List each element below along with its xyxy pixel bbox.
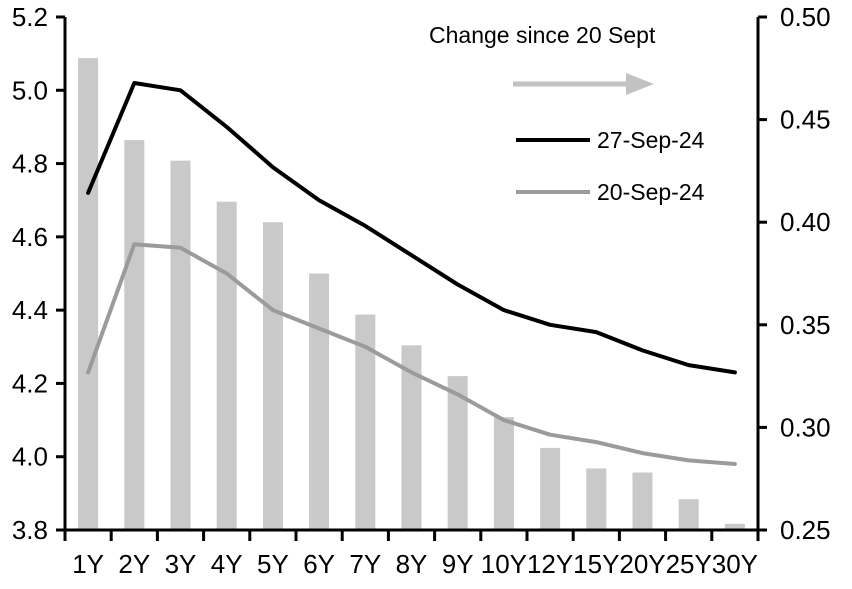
bar-7Y — [355, 314, 376, 530]
left-tick-label: 5.2 — [12, 2, 48, 32]
right-axis-ticks: 0.50 0.45 0.40 0.35 0.30 0.25 — [758, 2, 831, 545]
x-category-label: 30Y — [712, 549, 758, 579]
x-axis-ticks: 1Y 2Y 3Y 4Y 5Y 6Y 7Y 8Y 9Y 10Y 12Y 15Y 20Y 25Y 30Y — [63, 530, 760, 579]
legend-label-20-sep-24: 20-Sep-24 — [597, 179, 705, 205]
bar-20Y — [632, 472, 653, 530]
x-category-label: 9Y — [442, 549, 474, 579]
x-category-label: 25Y — [666, 549, 712, 579]
bar-2Y — [124, 140, 145, 530]
x-category-label: 6Y — [303, 549, 335, 579]
legend — [513, 73, 654, 194]
bar-10Y — [493, 417, 514, 530]
left-axis-ticks: 5.2 5.0 4.8 4.6 4.4 4.2 4.0 3.8 — [12, 2, 65, 545]
x-category-label: 10Y — [481, 549, 527, 579]
right-tick-label: 0.30 — [780, 412, 831, 442]
change-arrow-head-icon — [626, 73, 654, 95]
legend-title: Change since 20 Sept — [429, 22, 656, 48]
bar-30Y — [724, 523, 745, 530]
bar-3Y — [170, 160, 191, 530]
bar-9Y — [447, 376, 468, 530]
x-category-label: 8Y — [396, 549, 428, 579]
x-category-label: 4Y — [211, 549, 243, 579]
legend-label-27-sep-24: 27-Sep-24 — [597, 127, 705, 153]
bar-1Y — [78, 58, 99, 530]
left-tick-label: 4.2 — [12, 368, 48, 398]
line-20-sep-24 — [86, 242, 737, 466]
x-category-label: 15Y — [573, 549, 619, 579]
bar-4Y — [216, 201, 237, 530]
bar-6Y — [309, 273, 330, 530]
x-category-label: 12Y — [527, 549, 573, 579]
left-tick-label: 3.8 — [12, 515, 48, 545]
right-tick-label: 0.45 — [780, 105, 831, 135]
x-category-label: 20Y — [619, 549, 665, 579]
right-tick-label: 0.25 — [780, 515, 831, 545]
bar-25Y — [678, 499, 699, 530]
left-tick-label: 4.6 — [12, 222, 48, 252]
bar-5Y — [262, 222, 283, 530]
right-tick-label: 0.50 — [780, 2, 831, 32]
right-tick-label: 0.35 — [780, 310, 831, 340]
left-tick-label: 5.0 — [12, 75, 48, 105]
bar-12Y — [540, 447, 561, 530]
x-category-label: 3Y — [165, 549, 197, 579]
x-category-label: 5Y — [257, 549, 289, 579]
x-category-label: 2Y — [118, 549, 150, 579]
right-tick-label: 0.40 — [780, 207, 831, 237]
line-27-sep-24 — [86, 81, 737, 375]
left-tick-label: 4.4 — [12, 295, 48, 325]
x-category-label: 7Y — [349, 549, 381, 579]
x-category-label: 1Y — [72, 549, 104, 579]
bar-8Y — [401, 345, 422, 530]
bars-change-since-20-sept — [78, 58, 745, 530]
left-tick-label: 4.8 — [12, 149, 48, 179]
bar-15Y — [586, 468, 607, 530]
left-tick-label: 4.0 — [12, 442, 48, 472]
